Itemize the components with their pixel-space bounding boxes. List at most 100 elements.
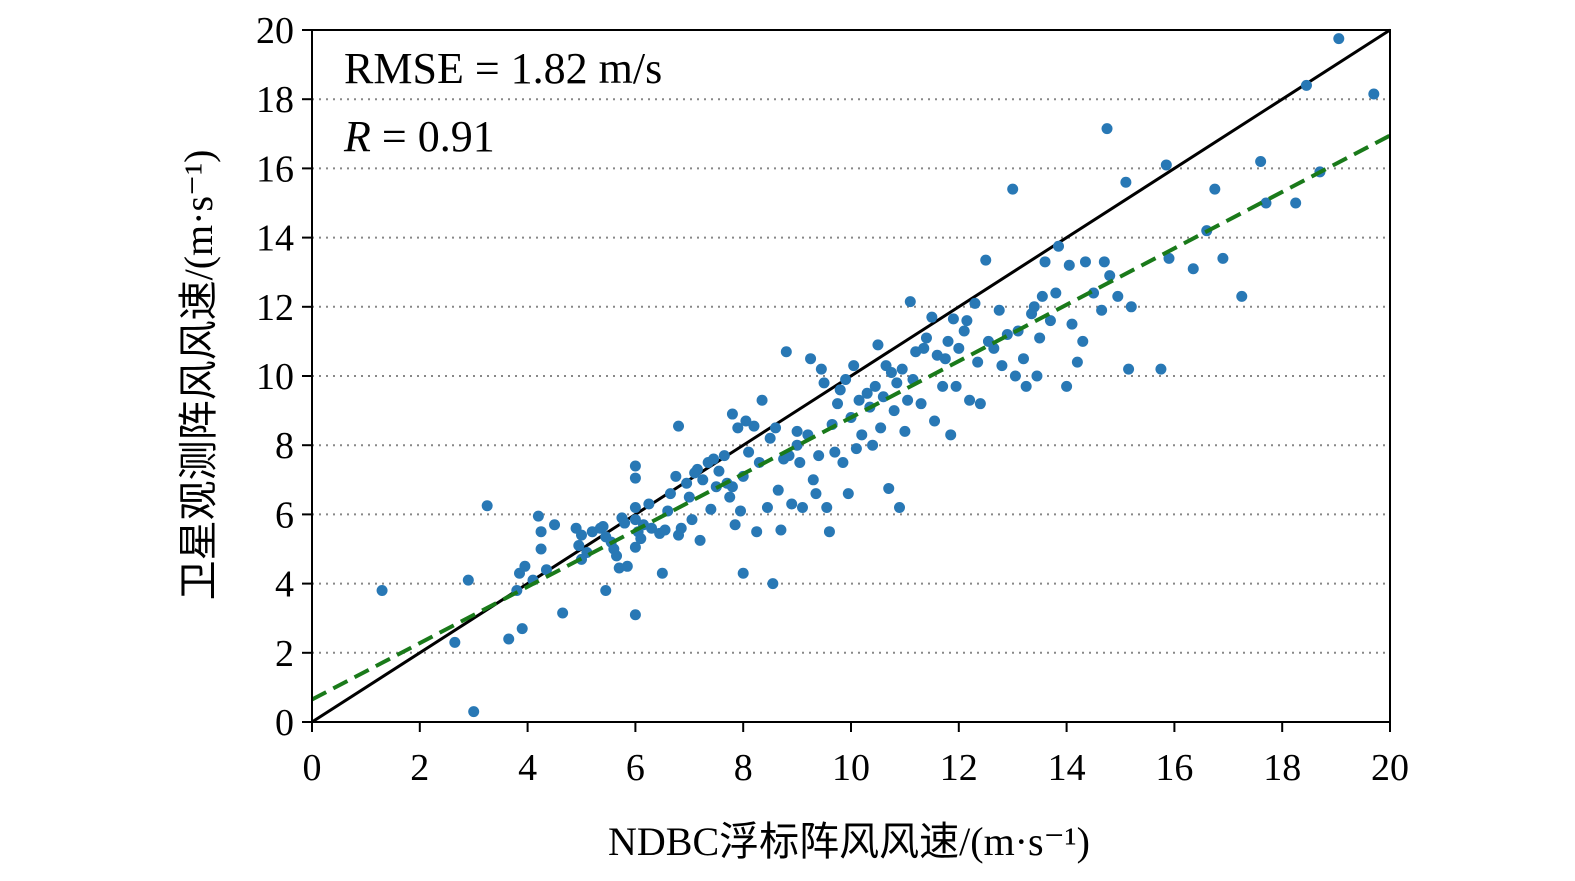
- scatter-point: [980, 254, 992, 266]
- axis-ticks: 0 2 4 6 8 10 12 14 16 18 20 0 2 4 6 8 10 12 14 16 18 20: [256, 10, 1409, 789]
- y-tick-label: 20: [256, 10, 294, 52]
- scatter-point: [708, 453, 720, 465]
- scatter-point: [842, 488, 854, 500]
- y-tick-label: 18: [256, 79, 294, 121]
- scatter-point: [519, 560, 531, 572]
- scatter-point: [713, 465, 725, 477]
- scatter-point: [462, 574, 474, 586]
- scatter-point: [1031, 370, 1043, 382]
- scatter-point: [597, 521, 609, 533]
- scatter-point: [926, 311, 938, 323]
- scatter-point: [670, 470, 682, 482]
- scatter-point: [1123, 363, 1135, 375]
- scatter-point: [894, 501, 906, 513]
- x-tick-label: 8: [734, 747, 753, 789]
- scatter-point: [964, 394, 976, 406]
- x-tick-label: 16: [1155, 747, 1193, 789]
- scatter-point: [705, 503, 717, 515]
- scatter-point: [1020, 380, 1032, 392]
- scatter-point: [740, 415, 752, 427]
- scatter-point: [516, 623, 528, 635]
- scatter-point: [1112, 290, 1124, 302]
- scatter-point: [481, 500, 493, 512]
- scatter-point: [840, 373, 852, 385]
- scatter-point: [1120, 176, 1132, 188]
- scatter-point: [920, 332, 932, 344]
- x-tick-label: 12: [940, 747, 978, 789]
- y-tick-label: 8: [275, 425, 294, 467]
- scatter-point: [902, 394, 914, 406]
- scatter-point: [786, 498, 798, 510]
- y-axis-title: 卫星观测阵风风速/(m·s⁻¹): [176, 150, 221, 601]
- scatter-point: [867, 439, 879, 451]
- scatter-point: [945, 429, 957, 441]
- scatter-point: [996, 360, 1008, 372]
- scatter-point: [875, 422, 887, 434]
- y-tick-label: 12: [256, 287, 294, 329]
- scatter-point: [1125, 301, 1137, 313]
- scatter-point: [535, 543, 547, 555]
- scatter-point: [535, 526, 547, 538]
- scatter-point: [805, 353, 817, 365]
- scatter-point: [737, 567, 749, 579]
- scatter-point: [756, 394, 768, 406]
- scatter-point: [761, 501, 773, 513]
- scatter-point: [1160, 159, 1172, 171]
- scatter-point: [950, 380, 962, 392]
- scatter-point: [1044, 315, 1056, 327]
- scatter-point: [576, 529, 587, 541]
- scatter-point: [726, 408, 738, 420]
- scatter-point: [791, 439, 803, 451]
- scatter-point: [807, 474, 819, 486]
- scatter-point: [621, 560, 633, 572]
- scatter-point: [969, 297, 981, 309]
- scatter-point: [899, 425, 911, 437]
- scatter-point: [735, 505, 747, 517]
- scatter-point: [1187, 263, 1199, 275]
- scatter-point: [1101, 123, 1113, 135]
- scatter-point: [1071, 356, 1083, 368]
- scatter-point: [1255, 155, 1267, 167]
- y-tick-label: 14: [256, 218, 294, 260]
- scatter-point: [823, 526, 835, 538]
- scatter-point: [686, 514, 698, 526]
- scatter-point: [834, 384, 846, 396]
- scatter-point: [656, 567, 668, 579]
- scatter-point: [1163, 252, 1175, 264]
- x-tick-label: 4: [518, 747, 537, 789]
- scatter-point: [929, 415, 941, 427]
- scatter-point: [503, 633, 515, 645]
- y-tick-label: 4: [275, 564, 294, 606]
- x-axis-title: NDBC浮标阵风风速/(m·s⁻¹): [608, 819, 1090, 864]
- scatter-point: [1007, 183, 1019, 195]
- scatter-point: [850, 443, 862, 455]
- scatter-point: [1066, 318, 1078, 330]
- scatter-point: [1034, 332, 1046, 344]
- scatter-point: [557, 607, 569, 619]
- scatter-point: [659, 524, 671, 536]
- scatter-point: [904, 296, 916, 308]
- scatter-point: [726, 481, 738, 493]
- scatter-point: [683, 491, 695, 503]
- scatter-point: [629, 541, 641, 553]
- scatter-point: [821, 501, 833, 513]
- scatter-point: [611, 550, 623, 562]
- scatter-point: [1039, 256, 1051, 268]
- scatter-point: [869, 380, 881, 392]
- scatter-points: [311, 33, 1391, 718]
- scatter-point: [856, 429, 868, 441]
- scatter-point: [796, 501, 808, 513]
- scatter-point: [540, 564, 552, 576]
- scatter-point: [918, 342, 930, 354]
- scatter-point: [837, 457, 849, 468]
- scatter-point: [937, 380, 949, 392]
- scatter-point: [829, 446, 841, 458]
- scatter-point: [718, 450, 730, 462]
- scatter-point: [974, 398, 986, 410]
- scatter-point: [775, 524, 787, 536]
- scatter-point: [1217, 252, 1229, 264]
- scatter-point: [629, 514, 641, 526]
- fit-line: [311, 133, 1391, 702]
- x-tick-label: 10: [832, 747, 870, 789]
